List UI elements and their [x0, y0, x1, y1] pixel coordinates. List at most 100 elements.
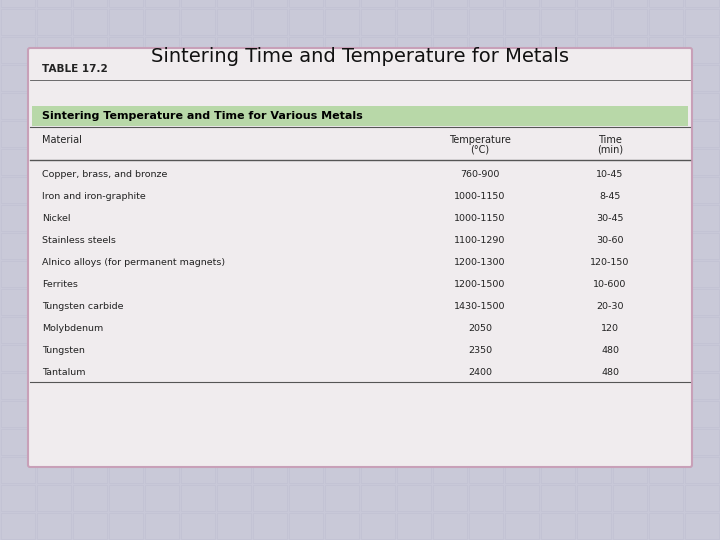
Bar [1, 513, 35, 539]
Bar [649, 457, 683, 483]
Bar [145, 149, 179, 175]
Bar [397, 65, 431, 91]
Bar [217, 485, 251, 511]
Bar [109, 345, 143, 371]
Text: 120: 120 [601, 324, 619, 333]
Bar [505, 401, 539, 427]
Bar [325, 205, 359, 231]
Bar [217, 261, 251, 287]
Bar [577, 401, 611, 427]
Bar [541, 233, 575, 259]
Bar [577, 37, 611, 63]
Bar [109, 485, 143, 511]
Bar [145, 205, 179, 231]
Bar [469, 345, 503, 371]
Bar [181, 401, 215, 427]
Bar [145, 429, 179, 455]
Bar [217, 0, 251, 7]
Bar [397, 0, 431, 7]
Bar [577, 93, 611, 119]
Bar [685, 93, 719, 119]
Bar [613, 457, 647, 483]
Bar [613, 261, 647, 287]
Bar [73, 485, 107, 511]
Bar [469, 373, 503, 399]
Bar [109, 149, 143, 175]
Bar [397, 121, 431, 147]
Bar [397, 261, 431, 287]
Bar [109, 121, 143, 147]
Bar [685, 457, 719, 483]
Bar [181, 233, 215, 259]
Bar [505, 317, 539, 343]
Bar [109, 261, 143, 287]
Text: 1000-1150: 1000-1150 [454, 192, 505, 201]
Bar [685, 0, 719, 7]
Bar [361, 401, 395, 427]
Bar [1, 457, 35, 483]
Bar [541, 93, 575, 119]
Bar [181, 373, 215, 399]
Text: Tungsten carbide: Tungsten carbide [42, 302, 124, 311]
Bar [541, 485, 575, 511]
Bar [469, 149, 503, 175]
Bar [505, 93, 539, 119]
Bar [145, 289, 179, 315]
Bar [361, 93, 395, 119]
Bar [433, 93, 467, 119]
Text: 480: 480 [601, 368, 619, 377]
Bar [325, 401, 359, 427]
Bar [325, 37, 359, 63]
Bar [505, 0, 539, 7]
Bar [145, 121, 179, 147]
Bar [541, 37, 575, 63]
Bar [217, 373, 251, 399]
Bar [1, 65, 35, 91]
Text: Tantalum: Tantalum [42, 368, 86, 377]
Bar [1, 345, 35, 371]
Bar [73, 457, 107, 483]
Bar [505, 65, 539, 91]
Bar [505, 289, 539, 315]
Bar [361, 457, 395, 483]
Bar [361, 345, 395, 371]
Bar [289, 37, 323, 63]
Bar [469, 401, 503, 427]
Bar [37, 93, 71, 119]
Bar [361, 233, 395, 259]
Bar [433, 9, 467, 35]
Bar [649, 401, 683, 427]
Bar [1, 37, 35, 63]
Text: 8-45: 8-45 [599, 192, 621, 201]
Bar [649, 93, 683, 119]
Bar [37, 177, 71, 203]
Bar [469, 177, 503, 203]
Bar [1, 177, 35, 203]
Bar [577, 0, 611, 7]
Bar [289, 373, 323, 399]
Text: 1000-1150: 1000-1150 [454, 214, 505, 223]
Bar [217, 121, 251, 147]
Bar [145, 37, 179, 63]
Bar [181, 345, 215, 371]
Bar [397, 457, 431, 483]
Text: Copper, brass, and bronze: Copper, brass, and bronze [42, 170, 167, 179]
Bar [73, 401, 107, 427]
Bar [217, 177, 251, 203]
Bar [145, 261, 179, 287]
Bar [253, 205, 287, 231]
Bar [289, 177, 323, 203]
Bar [577, 373, 611, 399]
Bar [37, 513, 71, 539]
Text: Time: Time [598, 135, 622, 145]
Bar [433, 37, 467, 63]
Bar [73, 65, 107, 91]
Bar [613, 37, 647, 63]
Bar [145, 317, 179, 343]
Bar [73, 0, 107, 7]
Bar [109, 233, 143, 259]
Bar [145, 485, 179, 511]
Text: Alnico alloys (for permanent magnets): Alnico alloys (for permanent magnets) [42, 258, 225, 267]
Bar [289, 289, 323, 315]
Bar [37, 457, 71, 483]
